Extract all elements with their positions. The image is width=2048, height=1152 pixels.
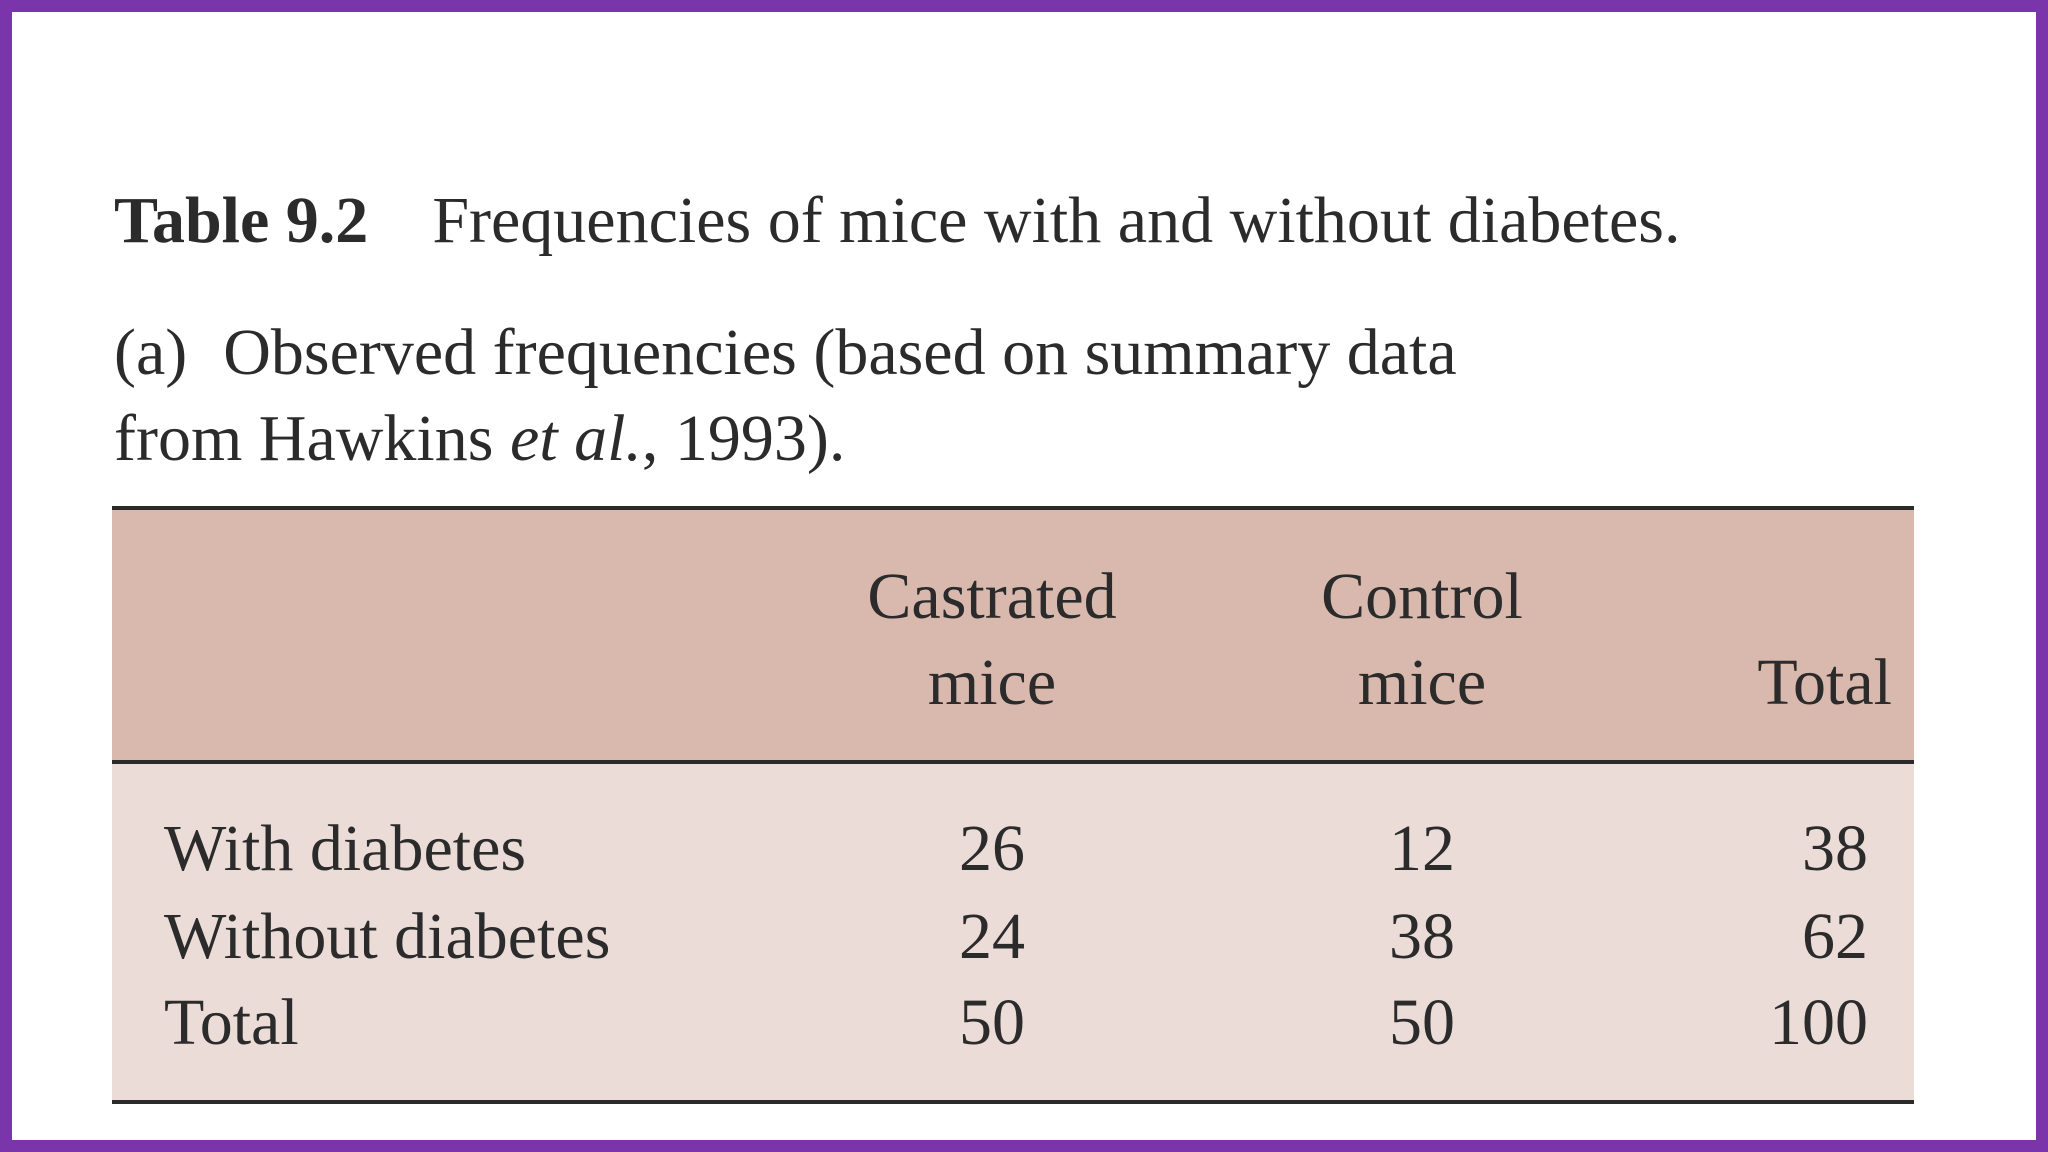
column-header-line: mice	[1357, 646, 1487, 719]
column-header-castrated: Castrated mice	[802, 554, 1182, 726]
subcaption-text-1: Observed frequencies (based on summary d…	[223, 316, 1457, 389]
table-row: Total 50 50 100	[112, 980, 1914, 1066]
column-header-line: mice	[927, 646, 1057, 719]
cell-value: 50	[1389, 986, 1455, 1059]
cell-value: 12	[1389, 812, 1455, 885]
table-caption: Table 9.2 Frequencies of mice with and wi…	[114, 188, 1680, 254]
cell-value: 100	[1769, 986, 1868, 1059]
frequency-table: Castrated mice Control mice Total With d…	[112, 506, 1914, 1108]
row-label: With diabetes	[164, 812, 527, 885]
cell-value: 38	[1802, 812, 1868, 885]
table-row: With diabetes 26 12 38	[112, 806, 1914, 892]
cell-value: 24	[959, 900, 1025, 973]
row-label: Total	[164, 986, 299, 1059]
cell-value: 26	[959, 812, 1025, 885]
column-header-line: Total	[1757, 646, 1892, 719]
table-header: Castrated mice Control mice Total	[112, 510, 1914, 760]
row-label: Without diabetes	[164, 900, 611, 973]
table-number: Table 9.2	[114, 184, 369, 257]
column-header-line: Castrated	[867, 560, 1117, 633]
part-label: (a)	[114, 316, 188, 389]
subcaption-suffix: , 1993).	[641, 402, 846, 475]
subcaption-italic: et al.	[509, 402, 642, 475]
cell-value: 50	[959, 986, 1025, 1059]
table-header-rule	[112, 760, 1914, 764]
table-top-rule	[112, 506, 1914, 510]
subcaption-prefix: from Hawkins	[114, 402, 510, 475]
subcaption-line-2: from Hawkins et al., 1993).	[114, 396, 1457, 482]
column-header-line: Control	[1321, 560, 1523, 633]
column-header-control: Control mice	[1232, 554, 1612, 726]
table-bottom-rule	[112, 1100, 1914, 1104]
cell-value: 62	[1802, 900, 1868, 973]
column-header-total: Total	[1672, 640, 1892, 726]
table-row: Without diabetes 24 38 62	[112, 894, 1914, 980]
table-body: With diabetes 26 12 38 Without diabetes …	[112, 764, 1914, 1100]
subcaption-line-1: (a) Observed frequencies (based on summar…	[114, 310, 1457, 396]
cell-value: 38	[1389, 900, 1455, 973]
table-title: Frequencies of mice with and without dia…	[432, 184, 1681, 257]
table-subcaption: (a) Observed frequencies (based on summar…	[114, 310, 1457, 482]
